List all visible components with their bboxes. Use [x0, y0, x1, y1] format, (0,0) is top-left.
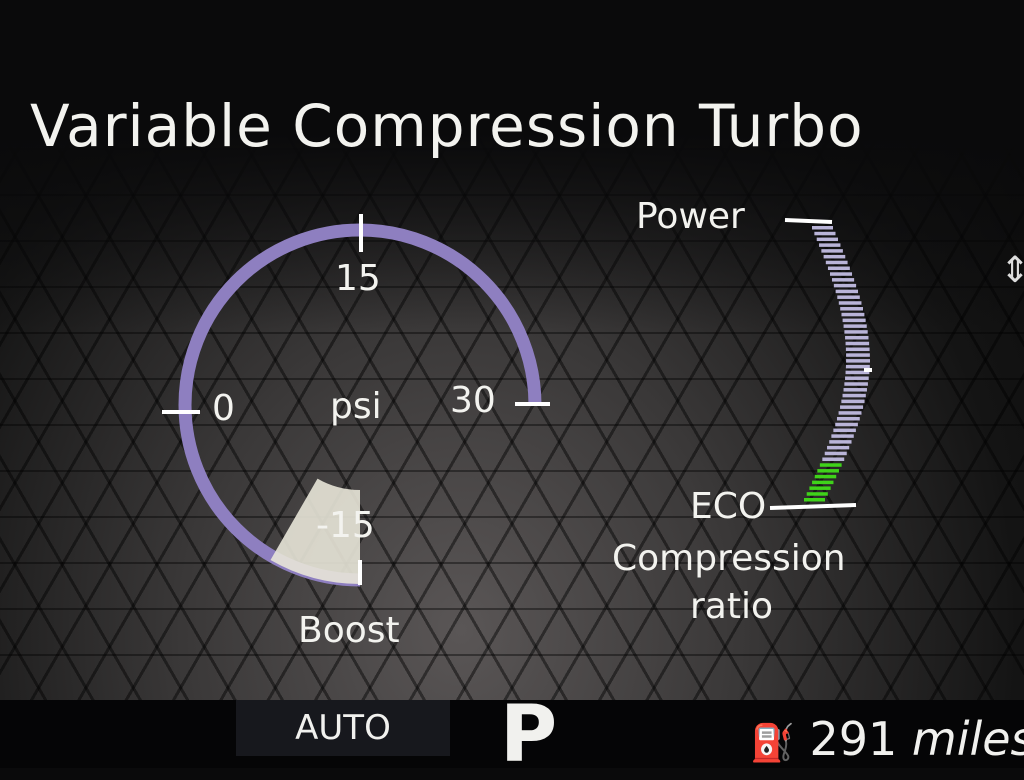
compression-bar-segment	[831, 278, 855, 282]
compression-bar-segment	[814, 231, 836, 236]
compression-bar-segment	[809, 486, 831, 490]
unit-label: psi	[330, 386, 382, 427]
compression-bar-segment	[812, 480, 834, 485]
compression-bar-segment	[845, 335, 869, 340]
compression-bar-segment	[845, 376, 869, 380]
compression-bar-segment	[827, 445, 850, 450]
compression-bar-segment	[825, 260, 848, 265]
compression-bar-segment	[817, 469, 839, 473]
compression-bar-segment	[835, 289, 859, 294]
compression-bar-segment	[845, 364, 870, 369]
status-bar	[0, 700, 1024, 768]
compression-bar-segment	[841, 399, 865, 404]
tick-label-15: 15	[335, 258, 381, 299]
compression-bar-segment	[844, 330, 868, 334]
up-down-chevron-icon[interactable]: ⇕	[1000, 250, 1024, 291]
boost-arc	[178, 223, 542, 587]
compression-bar-segment	[830, 272, 853, 276]
boost-label: Boost	[298, 610, 400, 651]
compression-bar-segment	[804, 498, 825, 502]
eco-label: ECO	[690, 486, 767, 527]
compression-bar-segment	[843, 388, 867, 392]
compression-bar-segment	[827, 266, 850, 271]
compression-bar-segment	[812, 226, 833, 230]
compression-bar-segment	[841, 312, 865, 317]
gauges	[162, 214, 872, 587]
compression-bar-segment	[819, 243, 841, 247]
tick-label-minus15: -15	[316, 505, 375, 546]
compression-bar-segment	[831, 434, 854, 438]
fuel-pump-icon: ⛽	[750, 723, 795, 764]
eco-tick	[769, 503, 857, 510]
range-value: 291	[809, 712, 898, 766]
compression-bar-segment	[842, 318, 866, 323]
compression-bar-segment	[845, 341, 870, 346]
compression-bar-segment	[833, 428, 856, 433]
power-tick	[784, 218, 833, 224]
auto-mode-indicator: AUTO	[236, 700, 450, 756]
background-fade	[0, 0, 1024, 330]
compression-bar-segment	[846, 353, 870, 357]
compression-bar	[804, 226, 871, 502]
compression-bar-segment	[836, 416, 860, 421]
tick-label-30: 30	[450, 380, 496, 421]
boost-fill	[270, 478, 360, 584]
compression-bar-segment	[806, 492, 828, 496]
compression-bar-segment	[843, 324, 867, 328]
compression-label-2: ratio	[690, 586, 774, 627]
compression-bar-segment	[835, 422, 858, 427]
compression-bar-segment	[822, 457, 845, 461]
compression-bar-segment	[846, 359, 871, 363]
gear-indicator: P	[500, 690, 558, 780]
compression-bar-segment	[838, 411, 862, 415]
compression-bar-segment	[824, 451, 847, 456]
compression-bar-segment	[845, 347, 870, 352]
compression-bar-segment	[845, 370, 870, 375]
compression-bar-segment	[842, 393, 866, 398]
compression-bar-segment	[840, 405, 864, 409]
compression-bar-segment	[814, 474, 837, 479]
compression-bar-segment	[829, 440, 852, 444]
tick-label-0: 0	[212, 388, 235, 429]
compression-bar-segment	[840, 307, 863, 311]
page-title: Variable Compression Turbo	[30, 92, 864, 160]
compression-bar-segment	[833, 283, 857, 288]
compression-bar-segment	[823, 254, 846, 259]
compression-bar-segment	[816, 237, 838, 242]
compression-bar-segment	[821, 249, 843, 253]
power-label: Power	[636, 196, 745, 237]
compression-label-1: Compression	[612, 538, 846, 579]
compression-bar-segment	[838, 301, 862, 305]
fuel-range: ⛽ 291 miles	[750, 712, 1024, 766]
compression-bar-segment	[837, 295, 860, 299]
range-unit: miles	[911, 712, 1024, 766]
compression-bar-segment	[844, 382, 868, 386]
compression-bar-segment	[819, 463, 842, 467]
